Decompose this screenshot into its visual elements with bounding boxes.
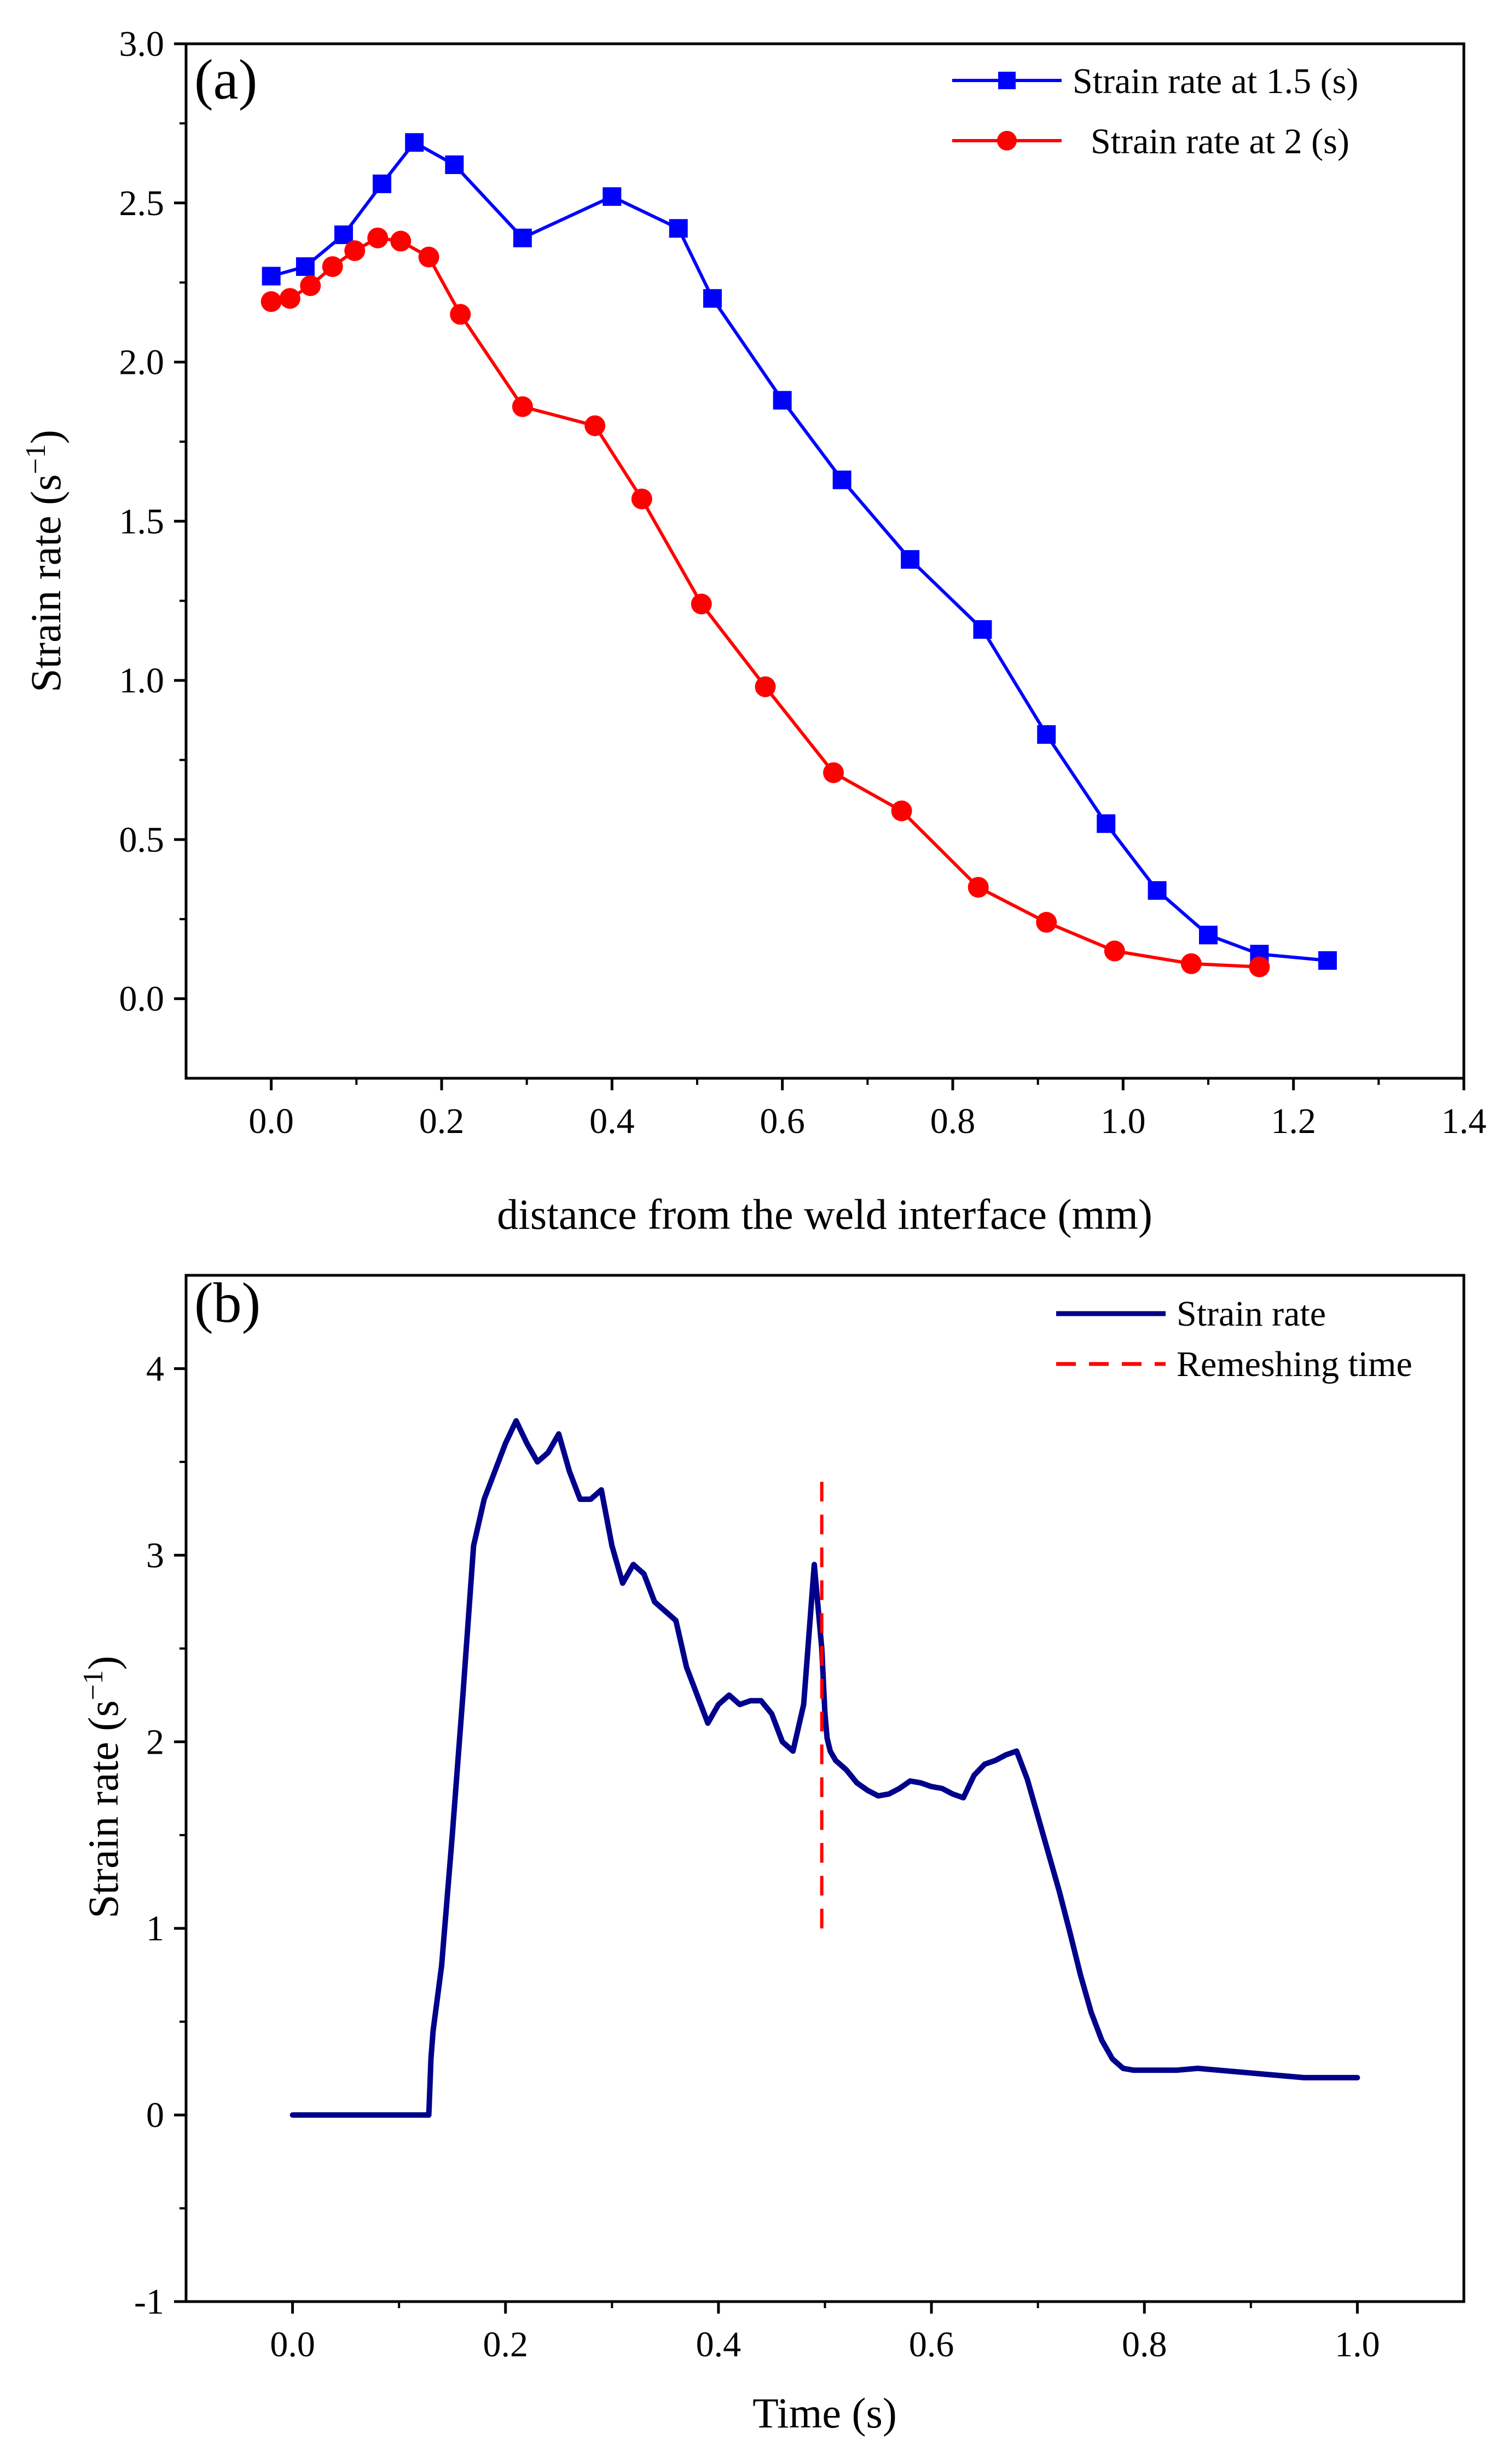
data-point-a-1-4 bbox=[344, 240, 366, 261]
y-axis-title-a-close: ) bbox=[22, 430, 69, 444]
y-tick-label-a-6: 3.0 bbox=[119, 24, 165, 64]
legend-a-label-0: Strain rate at 1.5 (s) bbox=[1073, 61, 1358, 101]
data-point-a-0-13 bbox=[973, 620, 992, 639]
legend-a-swatch-marker-1 bbox=[997, 131, 1017, 151]
x-tick-label-b-1: 0.2 bbox=[483, 2325, 529, 2365]
data-point-a-0-17 bbox=[1199, 926, 1218, 945]
x-tick-label-a-5: 1.0 bbox=[1100, 1101, 1146, 1141]
data-point-a-0-6 bbox=[513, 228, 532, 247]
y-tick-label-a-3: 1.5 bbox=[119, 501, 165, 541]
y-tick-label-a-5: 2.5 bbox=[119, 183, 165, 223]
data-point-a-1-19 bbox=[1180, 953, 1202, 974]
y-axis-title-a-main: Strain rate (s bbox=[22, 474, 69, 692]
data-point-a-1-18 bbox=[1104, 940, 1125, 962]
x-tick-label-a-4: 0.8 bbox=[930, 1101, 976, 1141]
data-point-a-0-10 bbox=[773, 391, 792, 410]
y-tick-label-b-4: 3 bbox=[146, 1535, 164, 1575]
x-tick-label-a-3: 0.6 bbox=[760, 1101, 805, 1141]
x-tick-label-b-0: 0.0 bbox=[270, 2325, 315, 2365]
x-tick-label-b-4: 0.8 bbox=[1122, 2325, 1167, 2365]
data-point-a-0-1 bbox=[296, 257, 315, 276]
series-line-b-0 bbox=[289, 1418, 1360, 2118]
data-point-a-1-13 bbox=[755, 676, 776, 697]
data-point-a-1-16 bbox=[968, 877, 989, 898]
panel-label-a: (a) bbox=[194, 48, 257, 111]
data-point-a-1-6 bbox=[390, 230, 412, 252]
x-tick-label-a-2: 0.4 bbox=[589, 1101, 635, 1141]
data-point-a-1-2 bbox=[300, 275, 321, 296]
x-tick-label-b-5: 1.0 bbox=[1335, 2325, 1380, 2365]
y-tick-label-b-5: 4 bbox=[146, 1349, 164, 1389]
plot-frame-a bbox=[184, 42, 1465, 1080]
y-tick-label-a-1: 0.5 bbox=[119, 820, 165, 860]
data-point-a-0-16 bbox=[1148, 881, 1167, 900]
data-point-a-1-12 bbox=[691, 593, 712, 615]
data-point-a-1-11 bbox=[631, 488, 652, 510]
legend-a: Strain rate at 1.5 (s) Strain rate at 2 … bbox=[952, 61, 1358, 161]
x-axis-title-b: Time (s) bbox=[752, 2389, 897, 2437]
data-point-a-0-7 bbox=[603, 187, 622, 206]
data-point-a-1-14 bbox=[823, 762, 844, 783]
data-point-a-1-5 bbox=[367, 227, 389, 248]
chart-panel-b: 0.0 0.2 0.4 0.6 0.8 1.0 -1 0 1 2 3 4 (b) Time (s) S… bbox=[78, 1271, 1465, 2437]
y-tick-label-a-2: 1.0 bbox=[119, 661, 165, 701]
x-tick-label-b-2: 0.4 bbox=[696, 2325, 741, 2365]
y-tick-label-b-1: 0 bbox=[146, 2095, 164, 2135]
axis-ticks-b: 0.0 0.2 0.4 0.6 0.8 1.0 -1 0 1 2 3 4 bbox=[134, 1349, 1380, 2365]
y-tick-label-a-0: 0.0 bbox=[119, 979, 165, 1019]
y-axis-title-a-sup: −1 bbox=[20, 444, 51, 474]
data-point-a-1-17 bbox=[1036, 912, 1057, 933]
x-axis-title-a: distance from the weld interface (mm) bbox=[497, 1190, 1152, 1238]
legend-a-swatch-marker-0 bbox=[998, 72, 1016, 89]
data-point-a-1-10 bbox=[584, 415, 606, 436]
x-tick-label-a-0: 0.0 bbox=[248, 1101, 294, 1141]
x-tick-label-a-1: 0.2 bbox=[419, 1101, 465, 1141]
x-tick-label-a-6: 1.2 bbox=[1271, 1101, 1316, 1141]
data-point-a-0-5 bbox=[445, 155, 464, 174]
y-axis-title-b-close: ) bbox=[79, 1656, 127, 1670]
series-group-a bbox=[260, 133, 1337, 978]
data-point-a-0-14 bbox=[1037, 725, 1056, 744]
data-point-a-1-0 bbox=[260, 291, 282, 313]
data-point-a-0-9 bbox=[703, 289, 722, 308]
data-point-a-0-0 bbox=[262, 267, 281, 286]
data-point-a-1-8 bbox=[450, 304, 471, 325]
y-tick-label-a-4: 2.0 bbox=[119, 343, 165, 383]
y-axis-title-b-sup: −1 bbox=[78, 1670, 109, 1700]
data-point-a-1-15 bbox=[891, 800, 912, 822]
x-tick-label-b-3: 0.6 bbox=[909, 2325, 954, 2365]
data-point-a-1-9 bbox=[512, 396, 533, 417]
data-point-a-0-4 bbox=[405, 133, 424, 152]
panel-label-b: (b) bbox=[194, 1271, 260, 1334]
y-axis-title-a: Strain rate (s−1) bbox=[20, 430, 69, 692]
y-axis-title-b-main: Strain rate (s bbox=[79, 1700, 127, 1918]
series-group-b bbox=[289, 1418, 1360, 2118]
x-tick-label-a-7: 1.4 bbox=[1441, 1101, 1487, 1141]
data-point-a-1-7 bbox=[418, 246, 439, 268]
data-point-a-1-20 bbox=[1249, 956, 1270, 978]
data-point-a-0-19 bbox=[1318, 951, 1337, 970]
legend-a-label-1: Strain rate at 2 (s) bbox=[1091, 122, 1349, 161]
data-point-a-0-2 bbox=[334, 225, 353, 244]
data-point-a-0-15 bbox=[1097, 814, 1116, 833]
y-tick-label-b-2: 1 bbox=[146, 1909, 164, 1949]
chart-panel-a: 0.0 0.2 0.4 0.6 0.8 1.0 1.2 1.4 0.0 0.5 1.0 1.5 2.0 2… bbox=[20, 24, 1486, 1238]
legend-b-label-1: Remeshing time bbox=[1177, 1344, 1412, 1384]
axis-ticks-a: 0.0 0.2 0.4 0.6 0.8 1.0 1.2 1.4 0.0 0.5 1.0 1.5 2.0 2… bbox=[119, 24, 1487, 1141]
y-tick-label-b-0: -1 bbox=[134, 2282, 164, 2322]
data-point-a-0-12 bbox=[901, 550, 920, 569]
data-point-a-0-3 bbox=[373, 174, 392, 193]
data-point-a-0-8 bbox=[669, 219, 688, 238]
legend-b: Strain rate Remeshing time bbox=[1056, 1294, 1412, 1384]
y-axis-title-b: Strain rate (s−1) bbox=[78, 1656, 127, 1918]
data-point-a-1-3 bbox=[322, 256, 343, 278]
data-point-a-1-1 bbox=[279, 288, 300, 309]
data-point-a-0-11 bbox=[832, 470, 851, 489]
legend-b-label-0: Strain rate bbox=[1177, 1294, 1326, 1334]
y-tick-label-b-3: 2 bbox=[146, 1722, 164, 1762]
